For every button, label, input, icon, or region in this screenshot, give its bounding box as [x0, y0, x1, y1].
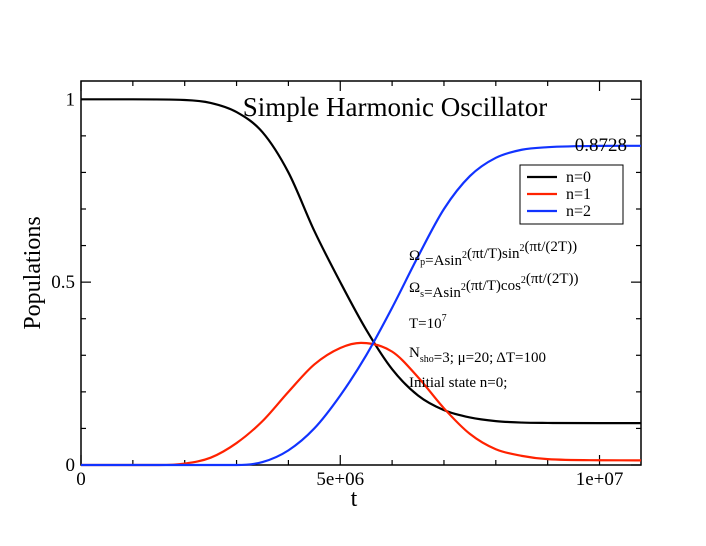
annotation-block: Ωp=Asin2(πt/T)sin2(πt/(2T))Ωs=Asin2(πt/T…: [409, 239, 578, 391]
y-tick-label: 1: [66, 89, 76, 110]
axis-tick-labels: 0 5e+06 1e+07 0 0.5 1: [51, 89, 623, 490]
annotation-omega-s: Ωs=Asin2(πt/T)cos2(πt/(2T)): [409, 271, 578, 301]
series-line-n-1: [81, 341, 642, 467]
legend: n=0n=1n=2: [519, 164, 624, 225]
annotation-initial-state: Initial state n=0;: [409, 375, 507, 391]
chart-title: Simple Harmonic Oscillator: [243, 92, 547, 122]
legend-label-n-2: n=2: [566, 203, 591, 220]
y-tick-label: 0: [66, 455, 76, 476]
series-line-n-0: [81, 98, 641, 425]
y-axis-title: Populations: [20, 216, 46, 329]
plot-frame: [80, 80, 642, 466]
x-tick-label: 0: [76, 469, 86, 490]
legend-label-n-1: n=1: [566, 186, 591, 203]
legend-label-n-0: n=0: [566, 169, 591, 186]
axis-ticks: [80, 81, 641, 466]
series-layer: [81, 98, 642, 467]
x-tick-label: 5e+06: [316, 469, 364, 490]
y-tick-label: 0.5: [51, 272, 75, 293]
final-value-label: 0.8728: [575, 135, 627, 156]
annotation-period: T=107: [409, 313, 447, 332]
annotation-params: Nsho=3; μ=20; ΔT=100: [409, 345, 546, 366]
x-tick-label: 1e+07: [576, 469, 624, 490]
annotation-omega-p: Ωp=Asin2(πt/T)sin2(πt/(2T)): [409, 239, 577, 269]
series-line-n-2: [81, 144, 642, 467]
x-axis-title: t: [351, 486, 358, 512]
